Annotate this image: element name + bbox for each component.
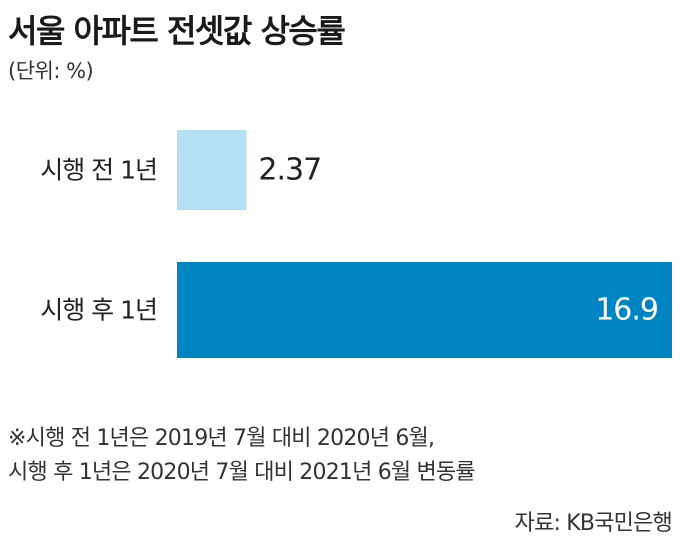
value-label-2: 16.9 (595, 293, 658, 328)
bar-chart: 시행 전 1년 2.37 시행 후 1년 16.9 (40, 130, 672, 358)
footnote-line-1: ※시행 전 1년은 2019년 7월 대비 2020년 6월, (8, 426, 435, 451)
chart-title: 서울 아파트 전셋값 상승률 (8, 12, 346, 50)
category-label-1: 시행 전 1년 (40, 156, 157, 185)
bar-2 (177, 262, 672, 358)
value-label-1: 2.37 (258, 153, 321, 188)
bar-1 (177, 130, 247, 210)
category-label-2: 시행 후 1년 (40, 296, 157, 325)
footnote: ※시행 전 1년은 2019년 7월 대비 2020년 6월, 시행 후 1년은… (8, 422, 476, 490)
unit-label: (단위: %) (8, 59, 94, 83)
footnote-line-2: 시행 후 1년은 2020년 7월 대비 2021년 6월 변동률 (8, 460, 476, 485)
source-label: 자료: KB국민은행 (514, 511, 673, 536)
